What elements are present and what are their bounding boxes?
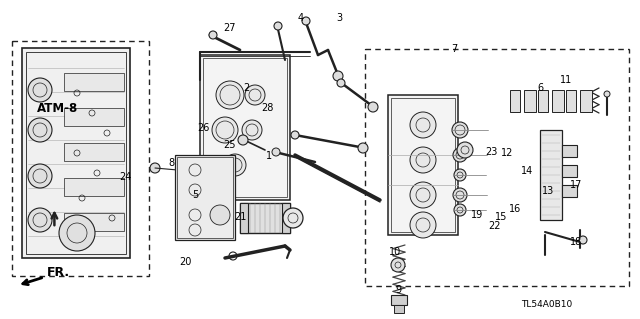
- Circle shape: [410, 182, 436, 208]
- Circle shape: [210, 205, 230, 225]
- Circle shape: [59, 215, 95, 251]
- Circle shape: [212, 117, 238, 143]
- Bar: [562, 185, 577, 197]
- Circle shape: [452, 122, 468, 138]
- Bar: [566, 90, 576, 112]
- Text: 14: 14: [521, 166, 534, 176]
- Circle shape: [28, 118, 52, 142]
- Text: 4: 4: [298, 12, 304, 23]
- Circle shape: [274, 22, 282, 30]
- Bar: [388, 95, 458, 235]
- Text: FR.: FR.: [23, 266, 70, 285]
- Bar: [12, 41, 149, 276]
- Circle shape: [368, 102, 378, 112]
- Bar: [562, 145, 577, 157]
- Circle shape: [333, 71, 343, 81]
- Text: 1: 1: [266, 151, 272, 161]
- Circle shape: [224, 154, 246, 176]
- Circle shape: [410, 212, 436, 238]
- Bar: [538, 90, 548, 112]
- Text: TL54A0B10: TL54A0B10: [522, 300, 573, 309]
- Circle shape: [457, 142, 473, 158]
- Bar: [203, 58, 287, 197]
- Text: 19: 19: [470, 210, 483, 220]
- Bar: [580, 90, 592, 112]
- Bar: [26, 52, 126, 254]
- Circle shape: [242, 120, 262, 140]
- Text: 8: 8: [168, 158, 175, 168]
- Circle shape: [238, 135, 248, 145]
- Text: 6: 6: [538, 83, 544, 93]
- Circle shape: [28, 78, 52, 102]
- Bar: [562, 165, 577, 177]
- Bar: [22, 48, 130, 258]
- Text: ATM-8: ATM-8: [37, 102, 78, 115]
- Circle shape: [302, 17, 310, 25]
- Circle shape: [209, 31, 217, 39]
- Text: 15: 15: [495, 212, 508, 222]
- Text: 21: 21: [234, 212, 246, 222]
- Text: 12: 12: [501, 148, 514, 158]
- Text: 3: 3: [336, 12, 342, 23]
- Text: 5: 5: [192, 189, 198, 200]
- Bar: [240, 203, 290, 233]
- Text: 18: 18: [570, 237, 582, 248]
- Circle shape: [391, 258, 405, 272]
- Circle shape: [150, 163, 160, 173]
- Circle shape: [245, 85, 265, 105]
- Text: 27: 27: [223, 23, 236, 33]
- Circle shape: [28, 208, 52, 232]
- Text: 16: 16: [509, 204, 522, 214]
- Bar: [391, 98, 455, 232]
- Circle shape: [604, 91, 610, 97]
- Circle shape: [453, 148, 467, 162]
- Text: 11: 11: [560, 75, 573, 85]
- Bar: [552, 90, 564, 112]
- Circle shape: [454, 204, 466, 216]
- Text: 23: 23: [485, 146, 498, 157]
- Circle shape: [579, 236, 587, 244]
- Bar: [394, 305, 404, 313]
- Bar: [540, 130, 562, 220]
- Circle shape: [216, 81, 244, 109]
- Text: 20: 20: [179, 256, 192, 267]
- Circle shape: [291, 131, 299, 139]
- Text: 28: 28: [261, 103, 274, 114]
- Circle shape: [358, 143, 368, 153]
- Circle shape: [453, 188, 467, 202]
- Circle shape: [337, 79, 345, 87]
- Circle shape: [454, 169, 466, 181]
- Text: 7: 7: [451, 44, 458, 55]
- Bar: [240, 203, 248, 233]
- Circle shape: [28, 164, 52, 188]
- Text: 10: 10: [388, 247, 401, 257]
- Text: 25: 25: [223, 140, 236, 150]
- Text: 24: 24: [119, 172, 132, 182]
- Text: 26: 26: [197, 122, 210, 133]
- Text: 9: 9: [395, 285, 401, 295]
- Bar: [282, 203, 290, 233]
- Circle shape: [283, 208, 303, 228]
- Bar: [391, 295, 407, 305]
- Circle shape: [410, 147, 436, 173]
- Bar: [510, 90, 520, 112]
- Bar: [524, 90, 536, 112]
- Text: 22: 22: [488, 221, 501, 232]
- Bar: [64, 178, 124, 196]
- Bar: [177, 157, 233, 238]
- Bar: [64, 213, 124, 231]
- Circle shape: [410, 112, 436, 138]
- Bar: [64, 143, 124, 161]
- Bar: [365, 49, 629, 286]
- Bar: [200, 55, 290, 200]
- Bar: [64, 73, 124, 91]
- Text: 17: 17: [570, 180, 582, 190]
- Text: 13: 13: [541, 186, 554, 197]
- Circle shape: [272, 148, 280, 156]
- Text: 2: 2: [243, 83, 250, 93]
- Bar: [64, 108, 124, 126]
- Bar: [175, 155, 235, 240]
